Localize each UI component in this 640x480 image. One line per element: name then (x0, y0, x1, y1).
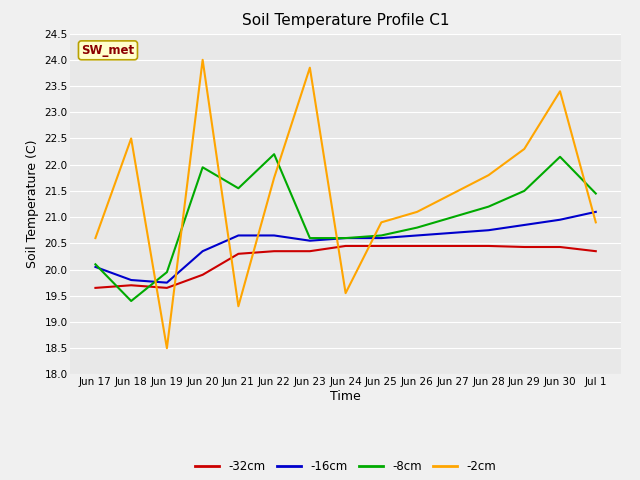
-16cm (484, 228, 492, 233)
-16cm (556, 217, 564, 223)
-32cm (163, 285, 171, 291)
-8cm (306, 235, 314, 241)
-32cm (449, 243, 457, 249)
-16cm (413, 233, 421, 239)
Line: -8cm: -8cm (95, 154, 596, 301)
-8cm (199, 165, 207, 170)
Line: -2cm: -2cm (95, 60, 596, 348)
-32cm (520, 244, 528, 250)
-2cm (199, 57, 207, 63)
-8cm (92, 262, 99, 267)
-8cm (556, 154, 564, 160)
-16cm (342, 235, 349, 241)
-16cm (520, 222, 528, 228)
-16cm (378, 235, 385, 241)
-2cm (413, 209, 421, 215)
-2cm (270, 175, 278, 180)
-8cm (270, 151, 278, 157)
-32cm (270, 248, 278, 254)
-32cm (306, 248, 314, 254)
-32cm (556, 244, 564, 250)
-2cm (449, 191, 457, 196)
-2cm (592, 219, 600, 225)
Text: SW_met: SW_met (81, 44, 134, 57)
Legend: -32cm, -16cm, -8cm, -2cm: -32cm, -16cm, -8cm, -2cm (190, 455, 501, 478)
-2cm (234, 303, 242, 309)
-32cm (342, 243, 349, 249)
-2cm (484, 172, 492, 178)
-16cm (449, 230, 457, 236)
-2cm (92, 235, 99, 241)
-16cm (270, 233, 278, 239)
Line: -16cm: -16cm (95, 212, 596, 283)
-8cm (378, 233, 385, 239)
-2cm (306, 65, 314, 71)
-8cm (592, 191, 600, 196)
-8cm (342, 235, 349, 241)
-16cm (163, 280, 171, 286)
-16cm (306, 238, 314, 243)
-2cm (520, 146, 528, 152)
-2cm (127, 135, 135, 141)
-2cm (378, 219, 385, 225)
-8cm (449, 214, 457, 220)
-2cm (556, 88, 564, 94)
-8cm (127, 298, 135, 304)
-32cm (378, 243, 385, 249)
-32cm (127, 282, 135, 288)
-8cm (163, 269, 171, 275)
-8cm (520, 188, 528, 194)
-32cm (484, 243, 492, 249)
-32cm (592, 248, 600, 254)
-16cm (592, 209, 600, 215)
-32cm (413, 243, 421, 249)
-32cm (92, 285, 99, 291)
X-axis label: Time: Time (330, 390, 361, 403)
Y-axis label: Soil Temperature (C): Soil Temperature (C) (26, 140, 39, 268)
-32cm (199, 272, 207, 277)
Title: Soil Temperature Profile C1: Soil Temperature Profile C1 (242, 13, 449, 28)
-32cm (234, 251, 242, 257)
-16cm (199, 248, 207, 254)
-16cm (92, 264, 99, 270)
-2cm (163, 345, 171, 351)
-8cm (484, 204, 492, 209)
-16cm (234, 233, 242, 239)
-2cm (342, 290, 349, 296)
Line: -32cm: -32cm (95, 246, 596, 288)
-8cm (413, 225, 421, 230)
-8cm (234, 185, 242, 191)
-16cm (127, 277, 135, 283)
